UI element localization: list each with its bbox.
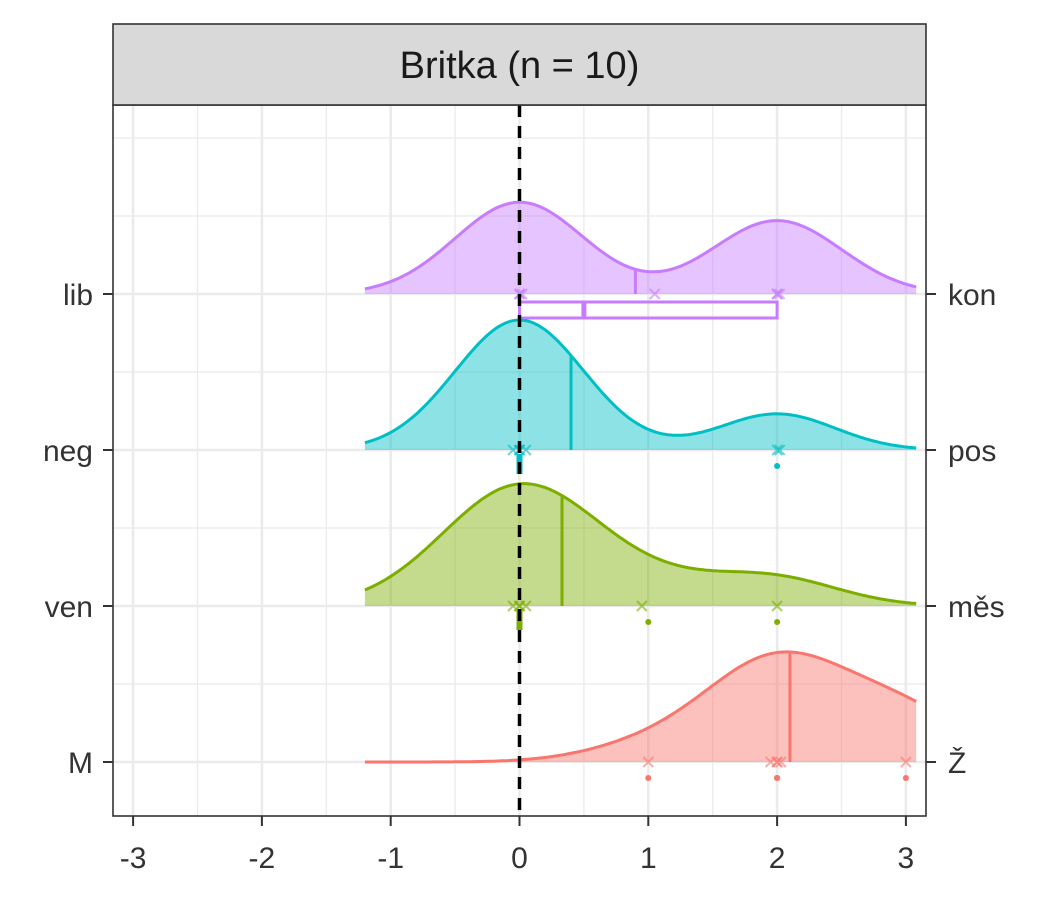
jitter-dot (774, 775, 781, 781)
density-curve (364, 650, 917, 764)
x-tick-label: -3 (120, 842, 147, 875)
density-area (364, 320, 917, 450)
x-tick-label: 1 (640, 842, 657, 875)
axes: -3 -2 -1 0 1 2 3 lib kon neg pos ven měs M Ž (43, 279, 1005, 875)
jitter-dot (645, 775, 652, 781)
y-label-right: kon (948, 279, 996, 312)
panel-title: Britka (n = 10) (400, 45, 640, 87)
y-label-left: lib (63, 279, 93, 312)
panel-strip: Britka (n = 10) (112, 23, 927, 106)
x-tick-label: -2 (249, 842, 276, 875)
jitter-dot (645, 619, 652, 625)
data-point (771, 756, 783, 768)
y-label-left: neg (43, 435, 93, 468)
ridge-M-Ž (364, 650, 917, 781)
y-label-right: pos (948, 435, 996, 468)
data-point (900, 756, 912, 768)
data-point (771, 444, 783, 456)
data-point (771, 288, 783, 300)
data-point (775, 756, 787, 768)
data-point (520, 600, 532, 612)
y-label-left: M (68, 747, 93, 780)
y-label-right: Ž (948, 747, 966, 780)
density-curve (364, 482, 917, 605)
data-point (642, 756, 655, 768)
y-label-right: měs (948, 591, 1005, 624)
data-point (771, 600, 783, 612)
density-curve (364, 318, 917, 450)
x-tick-label: 2 (769, 842, 786, 875)
jitter-dot (774, 463, 781, 469)
data-point (520, 444, 532, 456)
density-area (364, 651, 917, 762)
ridge-lib-kon (364, 200, 917, 320)
data-point (773, 444, 786, 456)
x-tick-label: -1 (377, 842, 404, 875)
density-area (364, 202, 917, 294)
jitter-dot (902, 775, 909, 781)
density-curve (364, 200, 917, 291)
jitter-dot (774, 619, 781, 625)
data-point (649, 288, 661, 300)
data-point (773, 288, 786, 300)
x-tick-label: 3 (898, 842, 915, 875)
strip-background (112, 23, 927, 106)
density-ridges (364, 200, 917, 781)
boxplot (518, 300, 779, 320)
data-point (636, 600, 648, 612)
x-tick-label: 0 (511, 842, 528, 875)
y-label-left: ven (45, 591, 93, 624)
